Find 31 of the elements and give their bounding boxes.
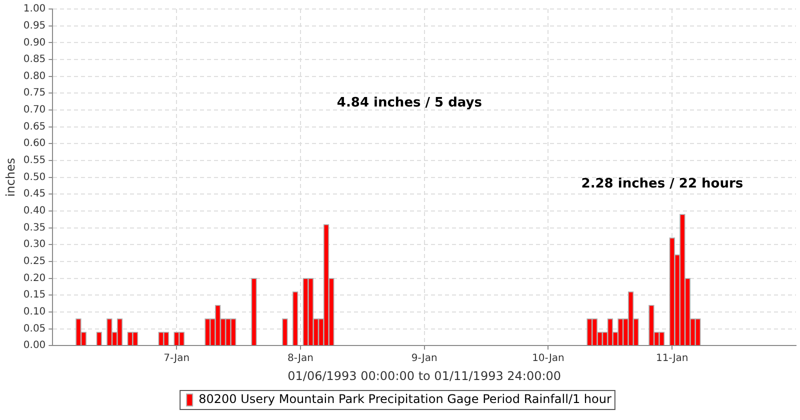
y-tick-label: 0.00 (23, 340, 46, 352)
y-tick-label: 0.80 (23, 70, 46, 82)
x-tick-label: 11-Jan (656, 353, 688, 364)
y-tick-label: 0.05 (23, 323, 46, 334)
y-tick-label: 0.90 (23, 37, 46, 48)
y-tick-label: 0.50 (23, 172, 46, 183)
x-tick-label: 9-Jan (411, 353, 438, 364)
y-tick-label: 0.35 (23, 222, 46, 234)
y-tick-label: 0.40 (23, 206, 46, 217)
y-tick-label: 0.45 (23, 188, 46, 200)
annotation: 4.84 inches / 5 days (336, 96, 482, 111)
y-tick-label: 0.10 (23, 306, 46, 318)
annotation: 2.28 inches / 22 hours (581, 176, 744, 192)
y-tick-label: 0.55 (23, 155, 46, 166)
y-tick-label: 0.60 (23, 138, 46, 150)
x-tick-label: 8-Jan (287, 353, 314, 364)
y-tick-label: 0.65 (23, 121, 46, 132)
y-tick-label: 0.30 (23, 239, 46, 250)
y-tick-label: 0.15 (23, 290, 46, 301)
y-tick-label: 0.85 (23, 54, 46, 66)
x-axis-title: 01/06/1993 00:00:00 to 01/11/1993 24:00:00 (288, 368, 562, 383)
x-tick-label: 7-Jan (164, 353, 190, 364)
y-tick-label: 0.95 (23, 20, 46, 32)
x-tick-label: 10-Jan (532, 353, 564, 364)
y-tick-label: 1.00 (23, 4, 46, 15)
y-tick-label: 0.70 (23, 104, 46, 116)
y-axis-title: inches (3, 158, 18, 197)
y-tick-label: 0.25 (23, 256, 46, 268)
y-tick-label: 0.20 (23, 272, 46, 284)
y-tick-label: 0.75 (23, 88, 46, 99)
legend-label: 80200 Usery Mountain Park Precipitation Gage Period Rainfall/1 hour (198, 392, 612, 406)
